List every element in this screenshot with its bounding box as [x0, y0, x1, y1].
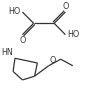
Text: O: O	[62, 2, 69, 11]
Text: HN: HN	[1, 48, 13, 57]
Text: HO: HO	[67, 30, 79, 39]
Text: O: O	[49, 56, 55, 65]
Text: O: O	[19, 36, 26, 45]
Text: HO: HO	[8, 7, 21, 17]
